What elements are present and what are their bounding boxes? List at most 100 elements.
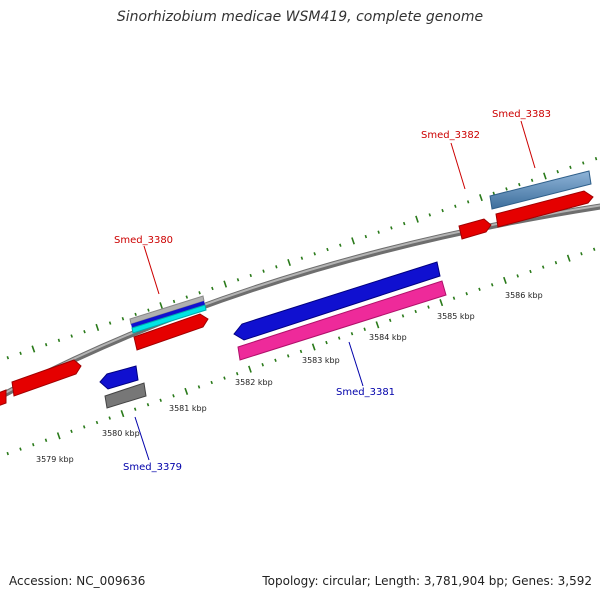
minor-tick (313, 252, 316, 256)
minor-tick (82, 425, 86, 429)
gene-arrow-smed-3380[interactable] (133, 313, 209, 351)
minor-tick (147, 308, 150, 312)
minor-tick (299, 349, 303, 354)
minor-tick (235, 371, 239, 376)
gene-arrow-forward-1[interactable] (11, 359, 82, 397)
minor-tick (185, 295, 189, 299)
minor-tick (516, 274, 519, 278)
minor-tick (6, 356, 10, 360)
minor-tick (465, 292, 468, 296)
ruler-tick-label: 3585 kbp (437, 312, 475, 321)
minor-tick (428, 213, 432, 217)
feature-bar-cyan[interactable] (131, 304, 207, 334)
minor-tick (594, 156, 598, 161)
minor-tick (388, 318, 392, 323)
minor-tick (44, 438, 48, 442)
minor-tick (70, 334, 73, 338)
genome-backbone (0, 203, 600, 401)
ruler-tick-label: 3584 kbp (369, 333, 407, 342)
minor-tick (275, 265, 278, 269)
minor-tick (454, 204, 457, 208)
minor-tick (337, 336, 341, 340)
minor-tick (339, 243, 342, 247)
ruler-tick-label: 3579 kbp (36, 455, 74, 464)
gene-arrow-reverse-1[interactable] (99, 365, 139, 390)
minor-tick (133, 407, 137, 411)
leader-line-smed-3381 (348, 341, 364, 387)
minor-tick (57, 338, 61, 343)
feature-bar-blue[interactable] (131, 301, 205, 328)
minor-tick (159, 398, 162, 402)
minor-tick (490, 283, 494, 287)
minor-tick (108, 416, 111, 420)
minor-tick (32, 443, 35, 447)
major-tick (543, 172, 547, 180)
minor-tick (95, 420, 99, 425)
major-tick (415, 215, 419, 223)
minor-tick (582, 161, 585, 165)
leader-line-smed-3383 (520, 120, 536, 169)
minor-tick (427, 305, 430, 309)
leader-line-smed-3380 (143, 245, 160, 295)
minor-tick (592, 247, 596, 251)
minor-tick (172, 299, 176, 304)
gene-arrow-smed-3378[interactable] (0, 389, 7, 406)
minor-tick (364, 234, 368, 239)
feature-bar-smed-3379[interactable] (104, 382, 147, 409)
gene-label-smed-3379[interactable]: Smed_3379 (123, 462, 182, 473)
gene-arrow-smed-3381-blue[interactable] (233, 261, 441, 341)
major-tick (31, 345, 36, 353)
gene-label-smed-3382[interactable]: Smed_3382 (421, 130, 480, 141)
minor-tick (530, 178, 534, 182)
minor-tick (249, 273, 252, 278)
major-tick (503, 276, 507, 284)
minor-tick (236, 278, 240, 282)
gene-label-smed-3383[interactable]: Smed_3383 (492, 109, 551, 120)
minor-tick (402, 221, 406, 226)
accession-text: Accession: NC_009636 (9, 574, 146, 588)
major-tick (184, 387, 189, 395)
minor-tick (377, 230, 380, 234)
gene-label-smed-3380[interactable]: Smed_3380 (114, 235, 173, 246)
minor-tick (492, 191, 495, 195)
minor-tick (262, 269, 265, 273)
map-title: Sinorhizobium medicae WSM419, complete g… (116, 9, 484, 25)
minor-tick (390, 226, 393, 230)
minor-tick (6, 451, 9, 456)
major-tick (159, 302, 164, 310)
major-tick (375, 321, 380, 329)
minor-tick (300, 256, 304, 260)
major-tick (479, 194, 483, 202)
minor-tick (363, 327, 366, 331)
minor-tick (529, 269, 532, 274)
gene-arrow-smed-3381[interactable] (237, 280, 447, 361)
minor-tick (414, 309, 417, 314)
minor-tick (146, 403, 150, 407)
minor-tick (326, 247, 329, 252)
major-tick (566, 254, 571, 262)
tick-marks (6, 156, 598, 456)
ruler-tick-label: 3580 kbp (102, 429, 140, 438)
minor-tick (556, 169, 559, 174)
minor-tick (121, 317, 125, 321)
minor-tick (325, 340, 328, 345)
topology-text: Topology: circular; Length: 3,781,904 bp… (262, 574, 592, 588)
gene-label-smed-3381[interactable]: Smed_3381 (336, 387, 395, 398)
minor-tick (211, 286, 214, 291)
major-tick (120, 410, 125, 418)
minor-tick (44, 343, 48, 347)
minor-tick (505, 187, 508, 191)
minor-tick (108, 321, 112, 325)
genome-backbone-highlight (0, 204, 600, 397)
minor-tick (580, 252, 583, 256)
minor-tick (541, 265, 545, 269)
gene-arrow-smed-3382[interactable] (458, 218, 492, 240)
gene-arrow-smed-3383[interactable] (495, 190, 594, 228)
major-tick (95, 323, 100, 331)
minor-tick (19, 351, 22, 356)
major-tick (56, 432, 61, 440)
minor-tick (441, 208, 444, 213)
leader-line-smed-3379 (134, 416, 150, 461)
feature-bar-smed-3383[interactable] (489, 170, 592, 210)
